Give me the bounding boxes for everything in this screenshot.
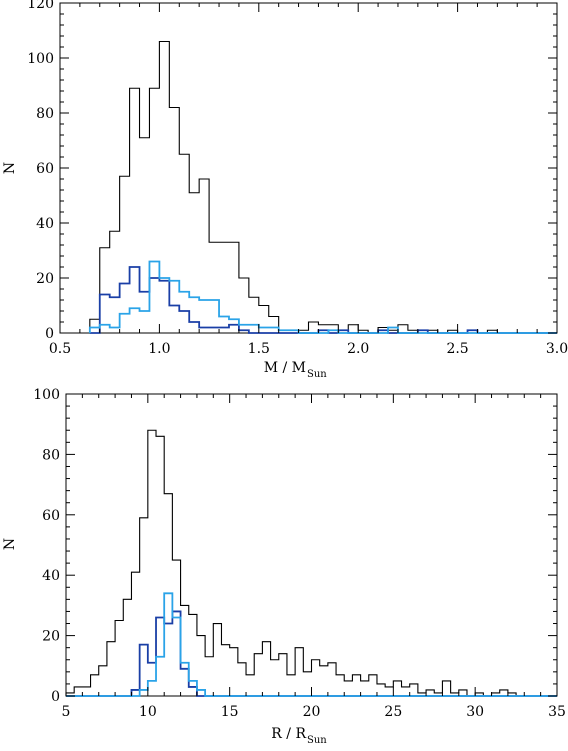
mass-plot-frame — [59, 2, 558, 334]
radius-y-tick-label: 60 — [42, 508, 60, 524]
radius-x-tick-label: 30 — [466, 704, 484, 720]
radius-x-tick-label: 15 — [221, 704, 239, 720]
radius-x-axis-label-subscript: Sun — [307, 735, 327, 746]
radius-series-light-blue — [66, 592, 557, 697]
radius-x-tick-label: 20 — [303, 704, 321, 720]
radius-y-tick-label: 20 — [42, 629, 60, 645]
radius-series-all — [65, 429, 557, 697]
radius-x-tick-label: 35 — [548, 704, 566, 720]
mass-series-all — [89, 40, 557, 334]
mass-x-axis-label: M / M — [264, 360, 306, 376]
mass-y-tick-label: 80 — [36, 106, 54, 122]
mass-y-tick-label: 120 — [27, 0, 54, 12]
mass-y-tick-label: 40 — [36, 216, 54, 232]
mass-y-tick-label: 20 — [36, 271, 54, 287]
radius-x-tick-label: 25 — [384, 704, 402, 720]
radius-histogram-panel: R / R Sun N 5 10 15 20 25 30 35 0 20 40 60 80 100 — [2, 387, 566, 746]
radius-x-tick-label: 10 — [139, 704, 157, 720]
mass-x-tick-label: 1.5 — [248, 341, 270, 357]
radius-y-tick-label: 100 — [33, 387, 60, 403]
radius-y-axis-label: N — [2, 538, 18, 550]
mass-x-tick-label: 3.0 — [546, 341, 568, 357]
radius-series-dark-blue — [66, 610, 557, 697]
radius-y-tick-label: 0 — [51, 689, 60, 705]
mass-x-tick-label: 2.5 — [446, 341, 468, 357]
mass-y-tick-label: 60 — [36, 161, 54, 177]
radius-x-tick-label: 5 — [62, 704, 71, 720]
radius-y-tick-label: 80 — [42, 447, 60, 463]
mass-x-axis-label-subscript: Sun — [307, 369, 327, 380]
mass-series-light-blue — [88, 260, 557, 334]
radius-y-tick-label: 40 — [42, 568, 60, 584]
mass-x-tick-label: 2.0 — [347, 341, 369, 357]
mass-y-tick-label: 0 — [45, 326, 54, 342]
mass-x-tick-label: 1.0 — [148, 341, 170, 357]
mass-y-tick-label: 100 — [27, 51, 54, 67]
mass-x-tick-label: 0.5 — [49, 341, 71, 357]
mass-histogram-panel: M / M Sun N 0.5 1.0 1.5 2.0 2.5 3.0 0 20 40 60 80 1… — [2, 0, 568, 380]
mass-y-axis-label: N — [2, 162, 18, 174]
radius-x-axis-label: R / R — [271, 726, 306, 742]
